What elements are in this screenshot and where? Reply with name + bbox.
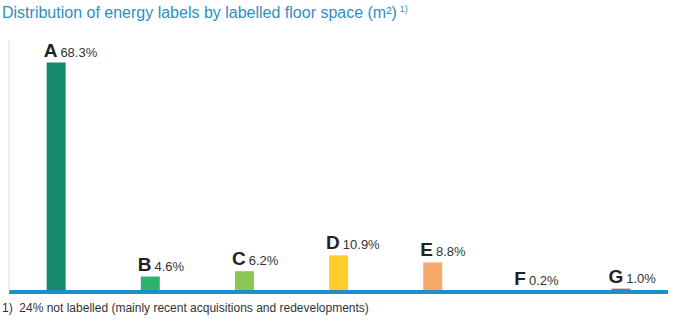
html-text:Distribution of energy labels: Distribution of energy labels by labelle… <box>2 4 408 22</box>
html-text:1) 24% not labelled (mainly re: 1) 24% not labelled (mainly recent acqui… <box>2 301 369 315</box>
svg-text:B4.6%: B4.6% <box>138 254 185 275</box>
svg-text:C6.2%: C6.2% <box>232 248 279 269</box>
svg-text:A68.3%: A68.3% <box>44 40 98 61</box>
svg-text:E8.8%: E8.8% <box>420 239 466 260</box>
svg-text:G1.0%: G1.0% <box>609 266 657 287</box>
svg-text:F0.2%: F0.2% <box>514 268 559 289</box>
svg-text:D10.9%: D10.9% <box>326 232 380 253</box>
